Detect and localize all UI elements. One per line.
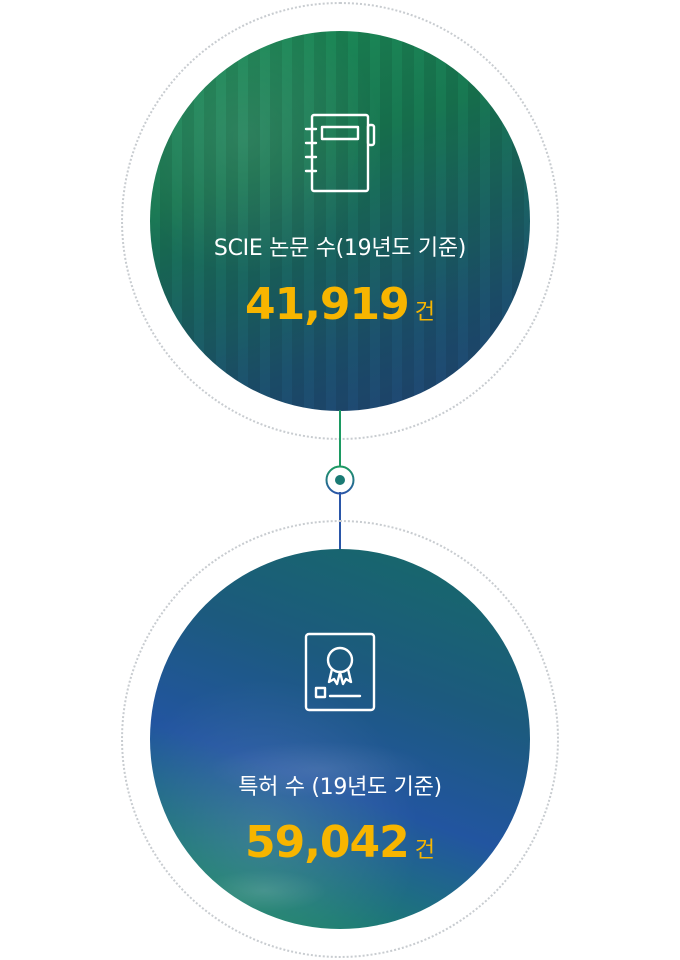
certificate-icon bbox=[304, 632, 376, 712]
notebook-icon bbox=[304, 113, 376, 193]
stat-value: 59,042 bbox=[244, 817, 410, 868]
stat-unit: 건 bbox=[414, 838, 436, 863]
stat-label: SCIE 논문 수(19년도 기준) bbox=[213, 236, 467, 261]
patents-stat: 특허 수 (19년도 기준) 59,042 건 bbox=[121, 520, 559, 958]
connector-node bbox=[325, 465, 355, 495]
scie-papers-stat: SCIE 논문 수(19년도 기준) 41,919 건 bbox=[121, 2, 559, 440]
stat-circle: 특허 수 (19년도 기준) 59,042 건 bbox=[150, 549, 530, 929]
background-photo bbox=[150, 549, 530, 929]
stat-value-row: 41,919 건 bbox=[150, 279, 530, 330]
connector-line-top bbox=[339, 410, 341, 468]
stat-value: 41,919 bbox=[244, 279, 410, 330]
dotted-ring bbox=[121, 520, 559, 958]
stat-unit: 건 bbox=[414, 300, 436, 325]
stat-label: 특허 수 (19년도 기준) bbox=[238, 775, 442, 800]
background-photo bbox=[150, 31, 530, 411]
stat-circle: SCIE 논문 수(19년도 기준) 41,919 건 bbox=[150, 31, 530, 411]
stat-value-row: 59,042 건 bbox=[150, 817, 530, 868]
